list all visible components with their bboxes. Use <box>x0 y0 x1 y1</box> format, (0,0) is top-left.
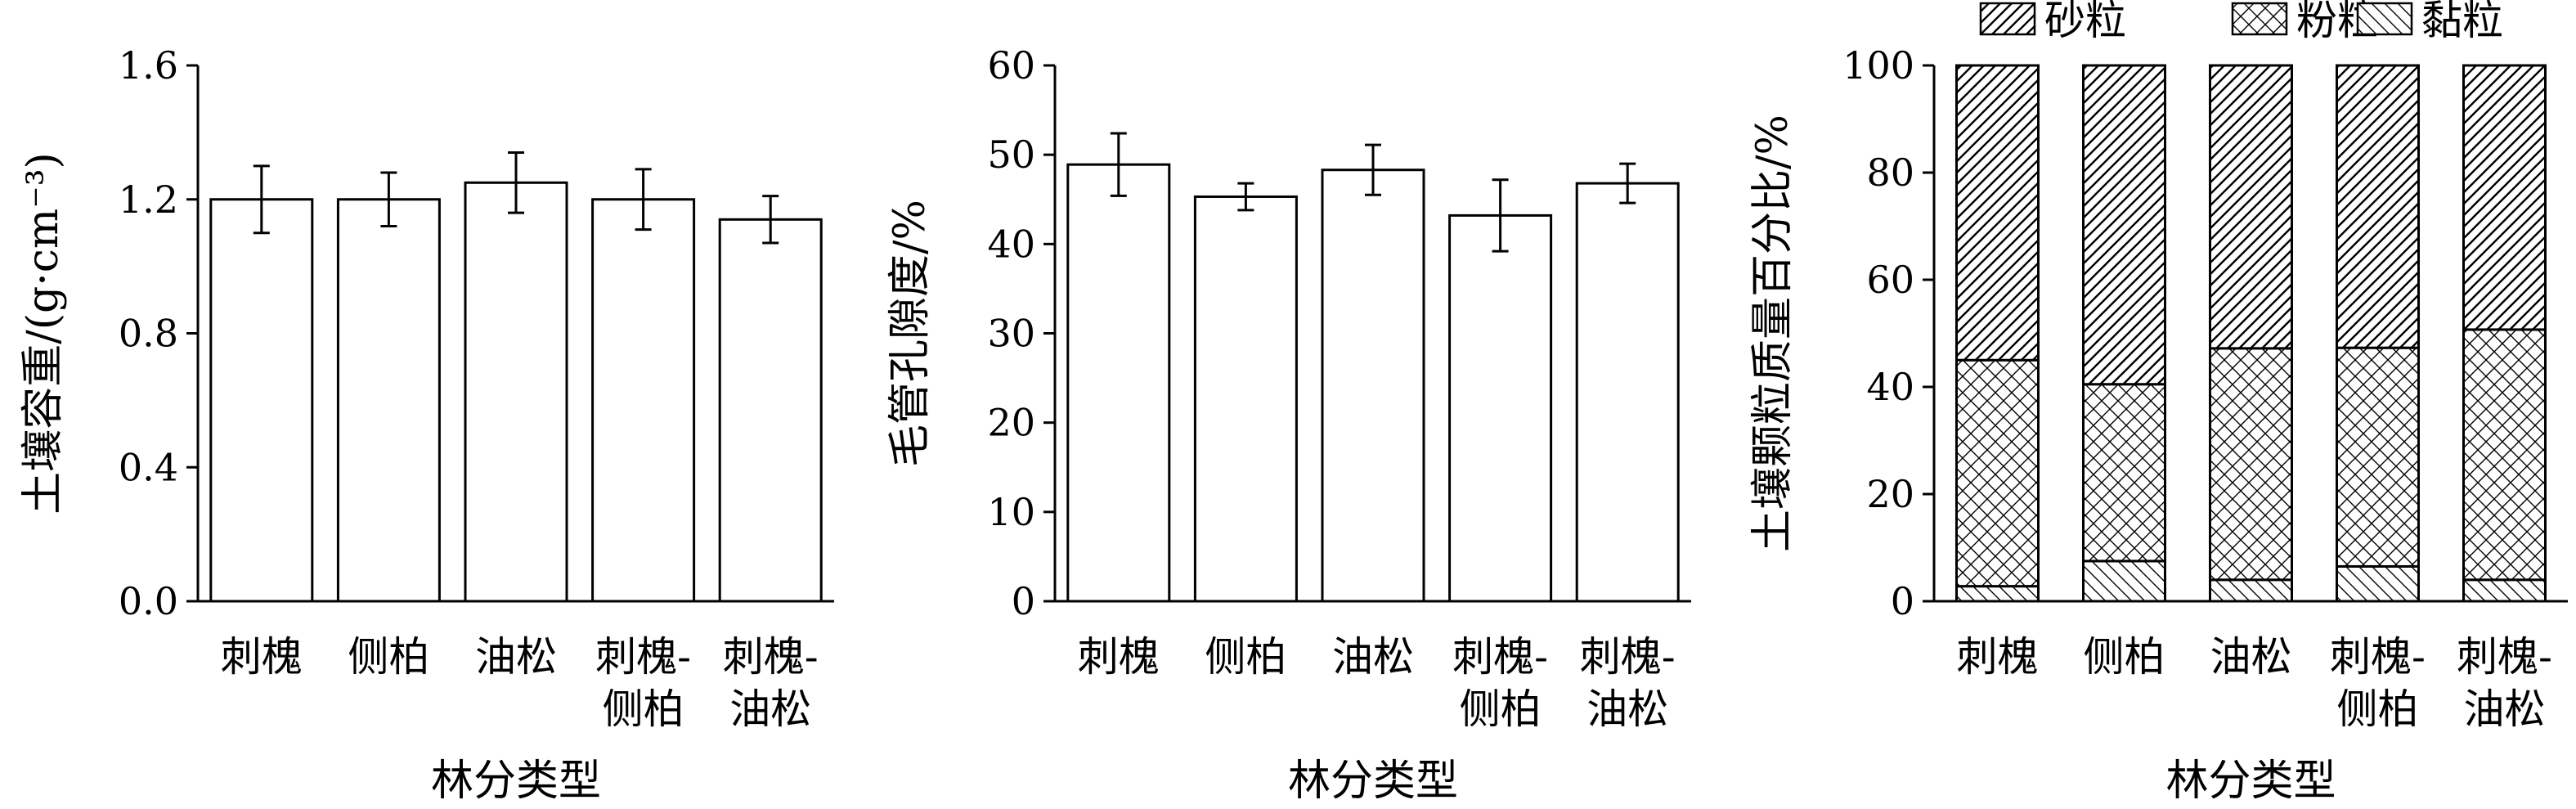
stacked-segment <box>2209 347 2293 582</box>
legend-swatch <box>2231 2 2288 36</box>
x-tick-label: 侧柏 <box>1460 685 1542 733</box>
y-axis-title: 土壤颗粒质量百分比/% <box>1748 115 1797 552</box>
legend-swatch <box>2356 2 2413 36</box>
x-tick-label: 刺槐- <box>1580 633 1676 681</box>
bar <box>1321 169 1425 603</box>
bar <box>209 198 314 603</box>
bar <box>1448 213 1553 603</box>
x-axis-title: 林分类型 <box>2165 757 2336 806</box>
bar <box>591 198 696 603</box>
bar <box>336 198 441 603</box>
stacked-segment <box>2209 64 2293 350</box>
bar <box>1193 195 1298 603</box>
y-tick-label: 0.0 <box>119 579 178 623</box>
y-tick-label: 50 <box>987 133 1035 177</box>
stacked-segment <box>2462 328 2547 582</box>
y-tick-label: 0.4 <box>119 445 178 489</box>
stacked-segment <box>2082 560 2166 603</box>
y-tick-label: 40 <box>1866 365 1914 409</box>
y-tick-label: 100 <box>1842 43 1914 88</box>
bar <box>1575 182 1680 603</box>
x-axis-title: 林分类型 <box>1288 757 1458 806</box>
x-tick-label: 油松 <box>1332 633 1414 681</box>
x-tick-label: 侧柏 <box>603 685 684 733</box>
stacked-segment <box>2082 383 2166 563</box>
bar <box>464 181 568 603</box>
stacked-segment <box>2336 346 2420 568</box>
x-tick-label: 刺槐- <box>2330 633 2426 681</box>
y-tick-label: 0 <box>1891 579 1914 623</box>
y-axis-title: 土壤容重/(g·cm⁻³) <box>19 152 68 515</box>
y-tick-label: 10 <box>987 490 1035 534</box>
y-tick-label: 80 <box>1866 151 1914 195</box>
stacked-segment <box>2209 578 2293 603</box>
x-tick-label: 侧柏 <box>2084 633 2165 681</box>
y-tick-label: 0.8 <box>119 312 178 356</box>
y-tick-label: 20 <box>1866 472 1914 516</box>
stacked-segment <box>1955 64 2040 362</box>
stacked-segment <box>2462 578 2547 603</box>
x-tick-label: 刺槐- <box>1452 633 1548 681</box>
bar <box>718 218 823 603</box>
y-tick-label: 60 <box>987 43 1035 88</box>
y-tick-label: 20 <box>987 401 1035 445</box>
x-tick-label: 侧柏 <box>2337 685 2419 733</box>
stacked-segment <box>2336 564 2420 603</box>
bar <box>1066 163 1171 603</box>
legend-swatch <box>1979 2 2036 36</box>
y-tick-label: 40 <box>987 222 1035 266</box>
y-tick-label: 1.6 <box>119 43 178 88</box>
x-tick-label: 油松 <box>1586 685 1668 733</box>
x-axis-title: 林分类型 <box>431 757 601 806</box>
stacked-segment <box>1955 585 2040 603</box>
x-tick-label: 刺槐- <box>2457 633 2552 681</box>
x-tick-label: 油松 <box>2464 685 2546 733</box>
y-tick-label: 1.2 <box>119 178 178 222</box>
x-tick-label: 侧柏 <box>348 633 429 681</box>
x-tick-label: 刺槐 <box>1957 633 2039 681</box>
x-tick-label: 刺槐 <box>1078 633 1160 681</box>
x-tick-label: 油松 <box>475 633 557 681</box>
y-tick-label: 30 <box>987 312 1035 356</box>
legend-label: 砂粒 <box>2044 0 2126 44</box>
x-tick-label: 刺槐 <box>221 633 303 681</box>
stacked-segment <box>2462 64 2547 331</box>
y-tick-label: 60 <box>1866 258 1914 302</box>
y-axis-title: 毛管孔隙度/% <box>886 200 935 467</box>
stacked-segment <box>2336 64 2420 349</box>
x-tick-label: 刺槐- <box>723 633 819 681</box>
stacked-segment <box>1955 358 2040 588</box>
y-tick-label: 0 <box>1012 579 1035 623</box>
x-tick-label: 油松 <box>729 685 811 733</box>
x-tick-label: 侧柏 <box>1205 633 1286 681</box>
legend-label: 黏粒 <box>2421 0 2503 44</box>
x-tick-label: 刺槐- <box>595 633 691 681</box>
panel-bulk-density: 0.00.40.81.21.6刺槐 侧柏 油松 刺槐-侧柏刺槐-油松林分类型土壤容重/… <box>19 43 834 806</box>
stacked-segment <box>2082 64 2166 386</box>
x-tick-label: 油松 <box>2210 633 2292 681</box>
